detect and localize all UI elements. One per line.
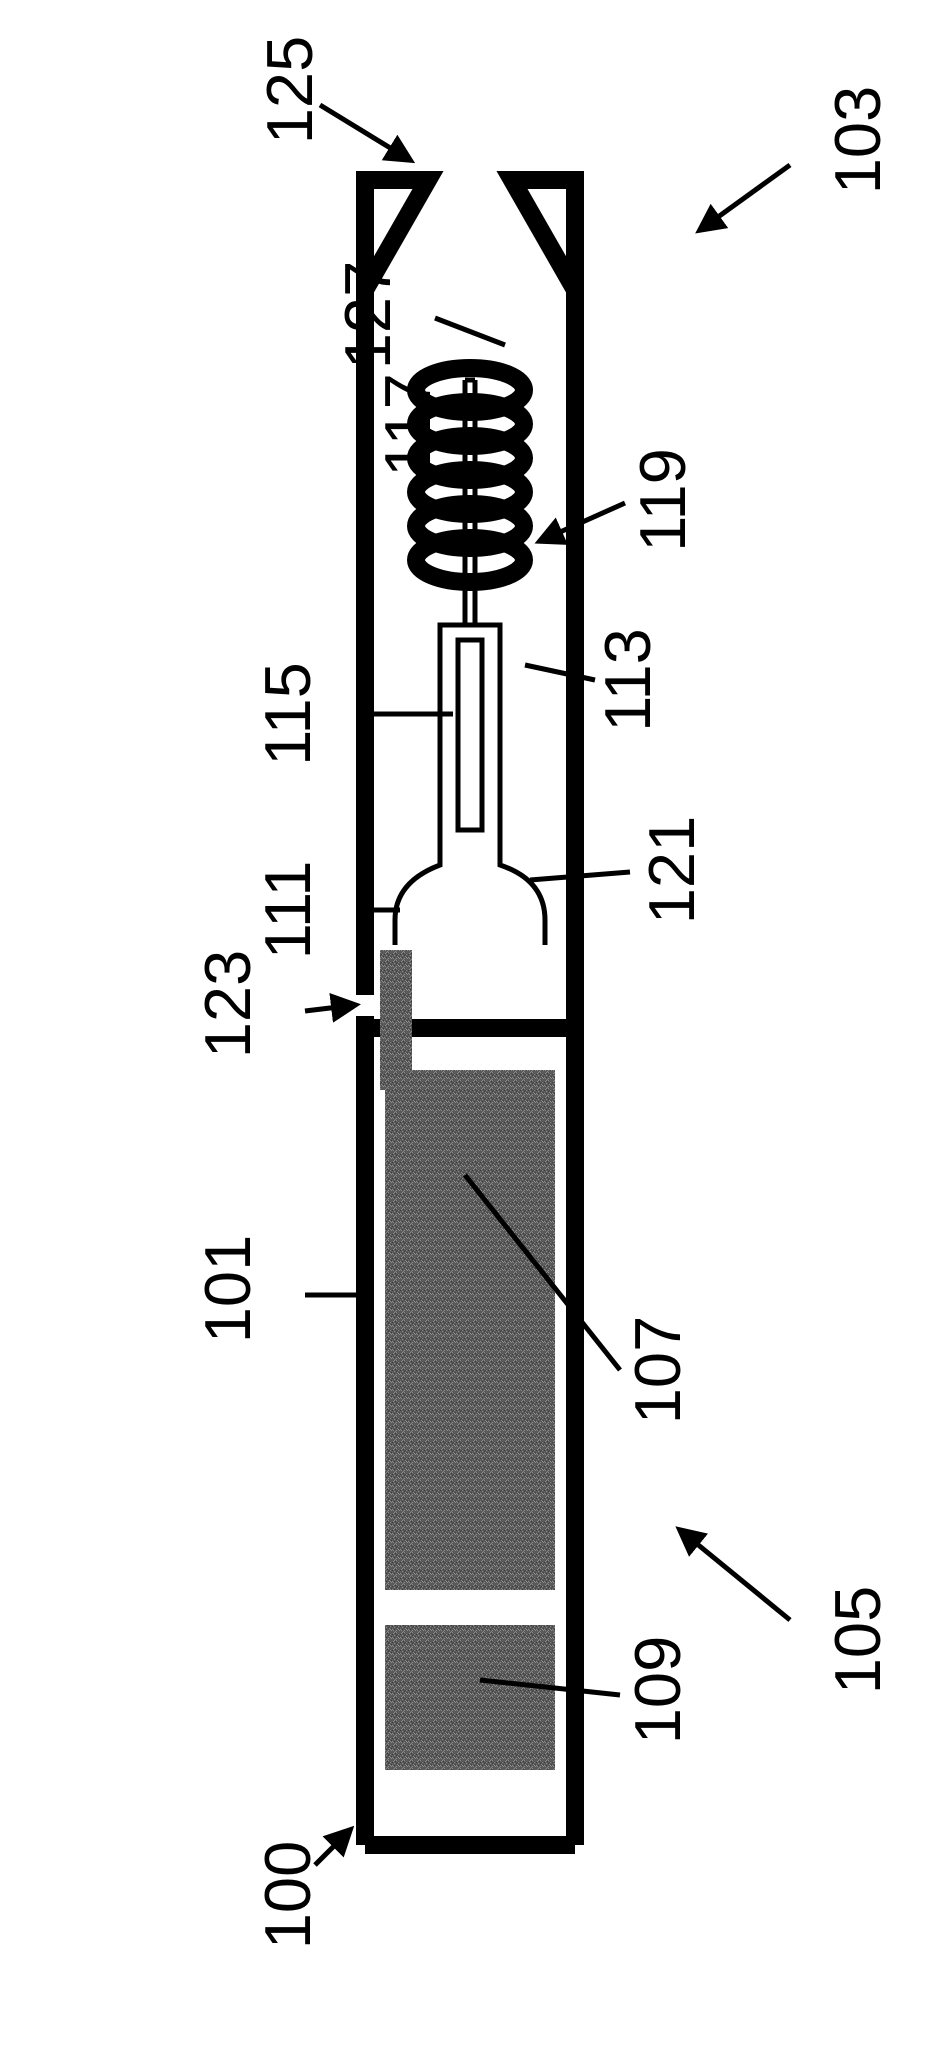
label-l127: 127 (331, 261, 404, 369)
label-l103: 103 (821, 86, 894, 194)
label-l113: 113 (591, 628, 664, 732)
arrow-a105 (680, 1530, 790, 1620)
arrow-a103 (700, 165, 790, 230)
label-l105: 105 (821, 1586, 894, 1694)
arrow-a123 (305, 1005, 355, 1011)
label-l101: 101 (191, 1235, 264, 1343)
label-l117: 117 (371, 373, 444, 477)
label-l125: 125 (253, 36, 326, 144)
callout-c113 (525, 665, 595, 680)
label-l100: 100 (251, 1841, 324, 1949)
label-l121: 121 (635, 816, 708, 924)
label-l109: 109 (621, 1636, 694, 1744)
arrow-a125 (320, 105, 410, 160)
label-l119: 119 (626, 448, 699, 552)
label-l111: 111 (251, 861, 324, 960)
label-l123: 123 (191, 950, 264, 1058)
label-l107: 107 (621, 1316, 694, 1424)
label-l115: 115 (251, 662, 324, 766)
callout-c127 (435, 318, 505, 345)
